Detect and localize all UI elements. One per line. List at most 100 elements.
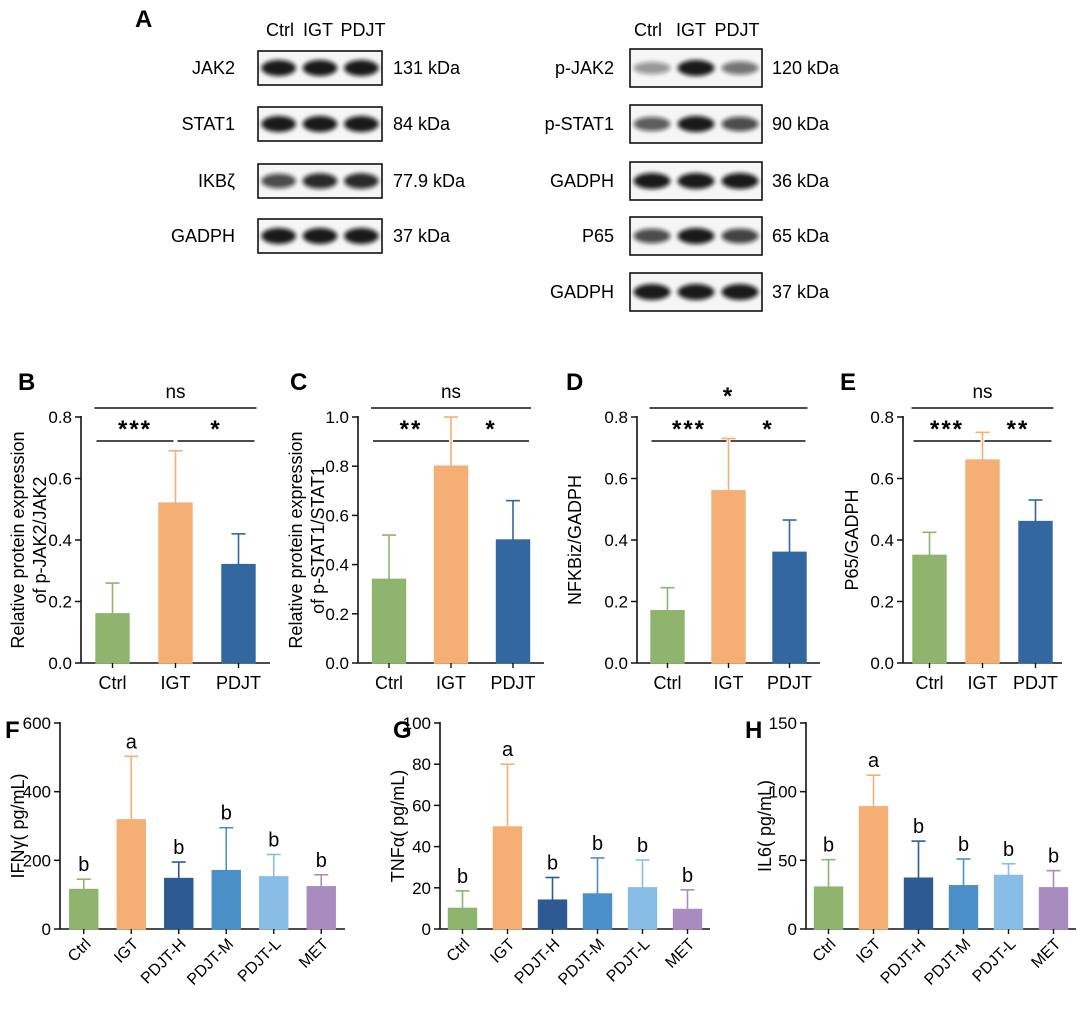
molecular-weight-label: 37 kDa: [772, 282, 830, 302]
y-tick-label: 50: [778, 851, 797, 870]
significance-letter: b: [682, 865, 693, 887]
bar: [711, 490, 746, 664]
bar: [1038, 887, 1069, 930]
y-tick-label: 400: [23, 783, 51, 802]
x-tick-label: PDJT-M: [921, 936, 974, 989]
significance-letter: b: [173, 837, 184, 859]
significance-letter: b: [457, 866, 468, 888]
panel-label: F: [5, 717, 20, 744]
x-tick-label: IGT: [487, 936, 518, 967]
x-tick-label: PDJT: [767, 673, 812, 693]
chart-panel-g: G 0 20 40 60 80 100 TNFα( pg/mL) Ctrl b IGT a PDJT-H…: [388, 714, 710, 989]
blot-band: [633, 61, 671, 75]
lane-label: PDJT: [715, 20, 760, 40]
molecular-weight-label: 84 kDa: [393, 114, 451, 134]
y-tick-label: 100: [769, 783, 797, 802]
x-tick-label: PDJT-M: [184, 936, 237, 989]
significance-letter: b: [913, 816, 924, 838]
y-tick-label: 0: [42, 920, 51, 939]
bar: [672, 908, 703, 930]
blot-band: [721, 116, 759, 132]
significance-letter: b: [1048, 846, 1059, 868]
significance-label: ***: [672, 416, 706, 443]
panel-label: H: [745, 717, 762, 744]
blot-band: [261, 116, 297, 132]
bar: [95, 613, 130, 664]
blot-band: [677, 116, 715, 132]
blot-band: [302, 228, 338, 244]
significance-letter: b: [221, 803, 232, 825]
bar: [495, 539, 531, 664]
y-tick-label: 600: [23, 714, 51, 733]
significance-letter: a: [868, 750, 880, 772]
significance-letter: b: [316, 850, 327, 872]
lane-label: PDJT: [341, 20, 386, 40]
molecular-weight-label: 36 kDa: [772, 171, 830, 191]
significance-label: ns: [972, 382, 992, 403]
bar: [813, 886, 844, 930]
y-axis-label: Relative protein expression: [286, 431, 306, 648]
blot-band: [677, 228, 715, 244]
x-tick-label: IGT: [436, 673, 466, 693]
y-axis-label: of p-STAT1/STAT1: [308, 466, 328, 614]
bar: [650, 610, 685, 664]
y-axis-label: NFKBiz/GADPH: [565, 475, 585, 605]
panel-label: C: [290, 369, 307, 396]
blot-band: [677, 173, 715, 189]
chart-panel-b: B 0.0 0.2 0.4 0.6 0.8 Relative protein express…: [8, 369, 270, 693]
bar: [492, 826, 523, 930]
bar: [158, 502, 193, 664]
y-tick-label: 1.0: [325, 408, 349, 427]
bar: [69, 888, 99, 930]
blot-band: [677, 284, 715, 300]
y-tick-label: 0: [788, 920, 797, 939]
x-tick-label: MET: [1028, 936, 1064, 972]
y-axis-label: IL6( pg/mL): [755, 780, 775, 872]
x-tick-label: PDJT-L: [235, 936, 285, 986]
x-tick-label: Ctrl: [444, 936, 474, 966]
bar: [965, 459, 1000, 664]
significance-label: **: [400, 416, 423, 443]
protein-label: GADPH: [550, 282, 614, 302]
y-axis-label: P65/GADPH: [842, 489, 862, 590]
y-tick-label: 0.2: [325, 605, 349, 624]
y-tick-label: 0.8: [48, 408, 72, 427]
blot-band: [261, 173, 297, 189]
bar: [903, 877, 934, 930]
y-tick-label: 0.6: [870, 470, 894, 489]
significance-letter: a: [502, 739, 514, 761]
x-tick-label: PDJT-H: [138, 936, 190, 988]
y-tick-label: 0.2: [870, 593, 894, 612]
panel-label: B: [18, 369, 35, 396]
blot-band: [721, 61, 759, 75]
panel-label: D: [566, 369, 583, 396]
x-tick-label: PDJT-H: [878, 936, 930, 988]
y-tick-label: 200: [23, 851, 51, 870]
y-tick-label: 100: [403, 714, 431, 733]
blot-band: [261, 60, 297, 76]
bar: [912, 554, 947, 664]
panel-label: G: [393, 717, 412, 744]
blot-band: [302, 116, 338, 132]
y-tick-label: 0.2: [604, 593, 628, 612]
blot-band: [677, 60, 715, 76]
significance-label: *: [210, 416, 221, 443]
x-tick-label: PDJT: [491, 673, 536, 693]
molecular-weight-label: 120 kDa: [772, 58, 840, 78]
x-tick-label: IGT: [853, 936, 884, 967]
blot-band: [343, 228, 379, 244]
bar: [447, 907, 478, 930]
x-tick-label: PDJT: [216, 673, 261, 693]
y-tick-label: 0.4: [325, 556, 349, 575]
blot-band: [343, 116, 379, 132]
blot-band: [633, 117, 671, 131]
x-tick-label: IGT: [714, 673, 744, 693]
blot-band: [633, 284, 671, 300]
protein-label: IKBζ: [198, 171, 235, 191]
y-tick-label: 0.0: [48, 654, 72, 673]
bar: [1018, 520, 1053, 664]
protein-label: JAK2: [192, 58, 235, 78]
bar: [433, 465, 469, 664]
significance-label: ***: [930, 416, 964, 443]
